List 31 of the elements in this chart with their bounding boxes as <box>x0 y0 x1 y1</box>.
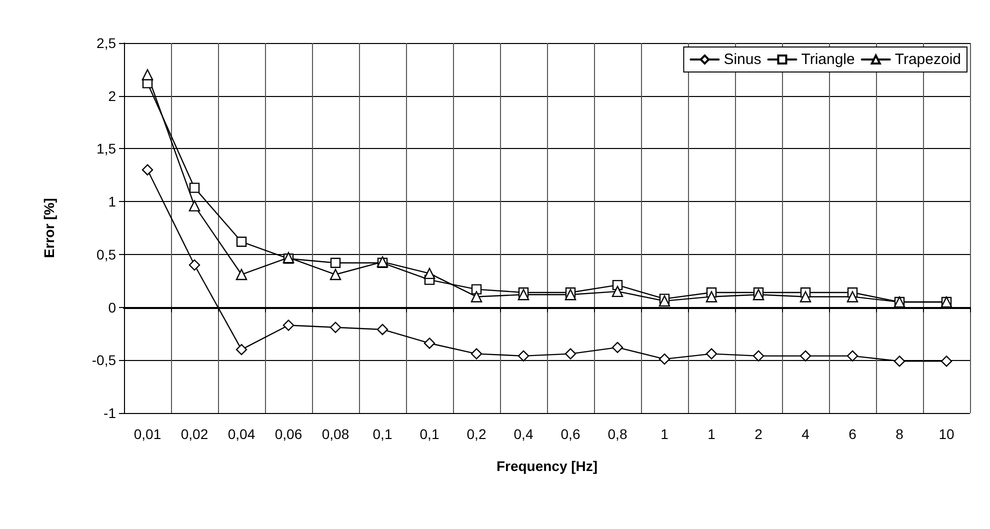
x-tick-label: 4 <box>802 426 810 442</box>
y-tick-label: -0,5 <box>92 352 116 368</box>
x-tick-label: 0,01 <box>134 426 162 442</box>
y-axis-title: Error [%] <box>41 198 57 258</box>
legend-label: Triangle <box>801 51 855 68</box>
y-tick-label: 1,5 <box>96 140 116 157</box>
y-tick-label: 1 <box>108 194 116 210</box>
x-tick-label: 6 <box>848 426 857 442</box>
x-tick-label: 0,8 <box>608 426 628 442</box>
x-tick-label: 0,1 <box>372 426 392 442</box>
x-tick-label: 1 <box>660 426 669 442</box>
x-tick-label: 0,08 <box>322 426 350 442</box>
legend-label: Sinus <box>724 51 762 68</box>
x-axis-title: Frequency [Hz] <box>496 458 598 474</box>
x-tick-label: 0,06 <box>274 426 302 442</box>
x-tick-label: 0,2 <box>466 426 486 442</box>
x-tick-label: 2 <box>754 426 763 442</box>
x-tick-label: 0,4 <box>514 426 534 442</box>
x-tick-label: 0,02 <box>180 426 208 442</box>
y-tick-label: 0 <box>108 299 116 316</box>
y-tick-label: -1 <box>104 405 116 421</box>
x-tick-label: 0,6 <box>560 426 580 442</box>
x-tick-label: 10 <box>938 426 954 442</box>
y-tick-label: 2 <box>108 88 116 104</box>
x-tick-label: 0,1 <box>420 426 440 442</box>
x-tick-label: 0,04 <box>228 426 256 442</box>
y-tick-label: 0,5 <box>96 246 116 262</box>
legend-label: Trapezoid <box>894 51 962 68</box>
x-tick-label: 1 <box>708 426 716 442</box>
x-tick-label: 8 <box>896 426 904 442</box>
y-tick-label: 2,5 <box>96 35 116 51</box>
